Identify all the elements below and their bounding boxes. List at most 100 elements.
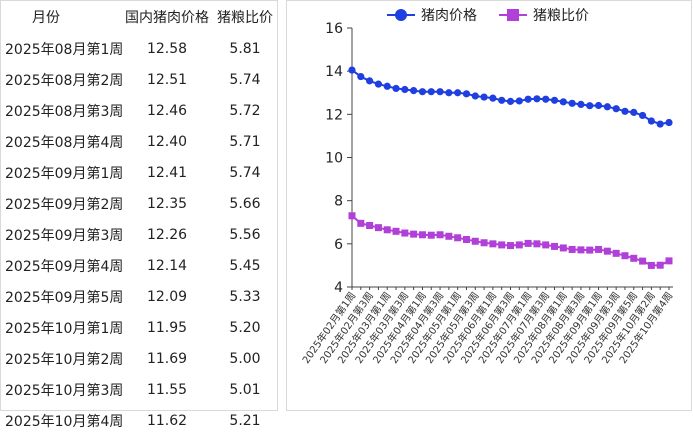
cell-pig-grain-ratio: 5.21 — [229, 412, 261, 429]
cell-pig-grain-ratio: 5.66 — [229, 195, 261, 212]
data-point-marker — [647, 261, 655, 269]
cell-pig-grain-ratio: 5.45 — [229, 257, 261, 274]
data-point-marker — [595, 245, 603, 253]
cell-pig-grain-ratio: 5.81 — [229, 40, 261, 57]
data-point-marker — [454, 89, 462, 97]
y-tick-label: 6 — [334, 237, 343, 253]
data-point-marker — [577, 100, 585, 109]
cell-month: 2025年08月第2周 — [5, 72, 124, 89]
table-row: 2025年10月第3周 11.55 5.01 — [1, 374, 277, 405]
data-point-marker — [427, 88, 435, 96]
table-row: 2025年08月第1周 12.58 5.81 — [1, 33, 277, 64]
data-point-marker — [647, 117, 655, 125]
table-row: 2025年10月第1周 11.95 5.20 — [1, 312, 277, 343]
y-tick-label: 8 — [334, 194, 343, 210]
data-point-marker — [436, 231, 444, 239]
cell-pig-grain-ratio: 5.71 — [229, 133, 261, 150]
cell-pig-grain-ratio: 5.33 — [229, 288, 261, 305]
table-header-row: 月份 国内猪肉价格 猪粮比价 — [1, 1, 277, 33]
data-point-marker — [656, 120, 664, 128]
y-tick-label: 16 — [325, 21, 343, 37]
cell-month: 2025年08月第4周 — [5, 134, 124, 151]
data-point-marker — [515, 97, 523, 105]
table-row: 2025年09月第4周 12.14 5.45 — [1, 250, 277, 281]
data-point-marker — [577, 246, 585, 254]
data-point-marker — [348, 66, 356, 74]
line-chart: 468101214162025年02月第1周2025年02月第3周2025年03… — [299, 8, 675, 366]
data-point-marker — [418, 231, 426, 239]
y-tick-label: 10 — [325, 151, 343, 167]
cell-pork-price: 12.35 — [146, 195, 188, 212]
data-point-marker — [621, 107, 629, 115]
data-point-marker — [586, 246, 594, 254]
data-point-marker — [550, 96, 559, 104]
cell-pork-price: 11.69 — [146, 350, 188, 367]
cell-pig-grain-ratio: 5.00 — [229, 350, 261, 367]
cell-pig-grain-ratio: 5.56 — [229, 226, 261, 243]
data-point-marker — [445, 89, 453, 97]
table-row: 2025年10月第2周 11.69 5.00 — [1, 343, 277, 374]
header-month: 月份 — [32, 10, 60, 26]
cell-pig-grain-ratio: 5.74 — [229, 164, 261, 181]
data-point-marker — [357, 219, 365, 227]
data-point-marker — [665, 257, 673, 265]
y-tick-label: 14 — [325, 64, 343, 80]
cell-pork-price: 11.95 — [146, 319, 188, 336]
legend-marker — [395, 9, 407, 21]
cell-month: 2025年08月第1周 — [5, 41, 124, 58]
y-tick-label: 12 — [325, 107, 343, 123]
data-point-marker — [374, 224, 382, 232]
series-line — [351, 69, 670, 126]
header-pork-price: 国内猪肉价格 — [125, 10, 209, 26]
table-row: 2025年09月第3周 12.26 5.56 — [1, 219, 277, 250]
data-point-marker — [348, 212, 356, 220]
data-point-marker — [471, 92, 479, 100]
header-pig-grain-ratio: 猪粮比价 — [217, 10, 273, 26]
y-tick-label: 4 — [334, 280, 343, 296]
table-row: 2025年10月第4周 11.62 5.21 — [1, 405, 277, 436]
data-point-marker — [542, 241, 550, 249]
data-point-marker — [498, 241, 506, 249]
cell-month: 2025年10月第3周 — [5, 382, 124, 399]
data-point-marker — [366, 77, 374, 85]
data-point-marker — [471, 237, 479, 245]
data-point-marker — [568, 99, 576, 107]
data-point-marker — [507, 242, 514, 250]
data-point-marker — [603, 247, 611, 255]
data-point-marker — [480, 93, 488, 101]
data-point-marker — [603, 103, 611, 111]
cell-pig-grain-ratio: 5.01 — [229, 381, 261, 398]
data-point-marker — [445, 232, 453, 240]
data-point-marker — [383, 226, 391, 234]
legend-marker — [507, 9, 519, 21]
data-point-marker — [621, 252, 629, 260]
data-point-marker — [366, 221, 374, 229]
cell-pork-price: 12.40 — [146, 133, 188, 150]
data-point-marker — [374, 80, 383, 88]
data-point-marker — [401, 229, 409, 237]
data-point-marker — [524, 239, 532, 247]
table-row: 2025年09月第2周 12.35 5.66 — [1, 188, 277, 219]
cell-pork-price: 12.46 — [146, 102, 188, 119]
data-table-panel: 月份 国内猪肉价格 猪粮比价 2025年08月第1周 12.58 5.81 2025年… — [0, 0, 278, 430]
data-point-marker — [533, 240, 541, 248]
data-point-marker — [427, 231, 435, 239]
cell-pork-price: 12.26 — [146, 226, 188, 243]
table-row: 2025年08月第2周 12.51 5.74 — [1, 64, 277, 95]
data-point-marker — [392, 84, 400, 93]
cell-pig-grain-ratio: 5.20 — [229, 319, 261, 336]
data-point-marker — [559, 244, 567, 252]
data-point-marker — [559, 98, 567, 106]
cell-month: 2025年09月第5周 — [5, 289, 124, 306]
data-point-marker — [454, 234, 462, 242]
cell-pork-price: 12.09 — [146, 288, 188, 305]
data-point-marker — [656, 261, 664, 269]
data-point-marker — [489, 94, 497, 102]
data-point-marker — [612, 105, 620, 113]
cell-month: 2025年09月第2周 — [5, 196, 124, 213]
data-point-marker — [498, 96, 506, 104]
legend-label: 猪粮比价 — [533, 8, 589, 24]
cell-pork-price: 12.41 — [146, 164, 188, 181]
data-point-marker — [638, 111, 647, 120]
cell-pig-grain-ratio: 5.74 — [229, 71, 261, 88]
